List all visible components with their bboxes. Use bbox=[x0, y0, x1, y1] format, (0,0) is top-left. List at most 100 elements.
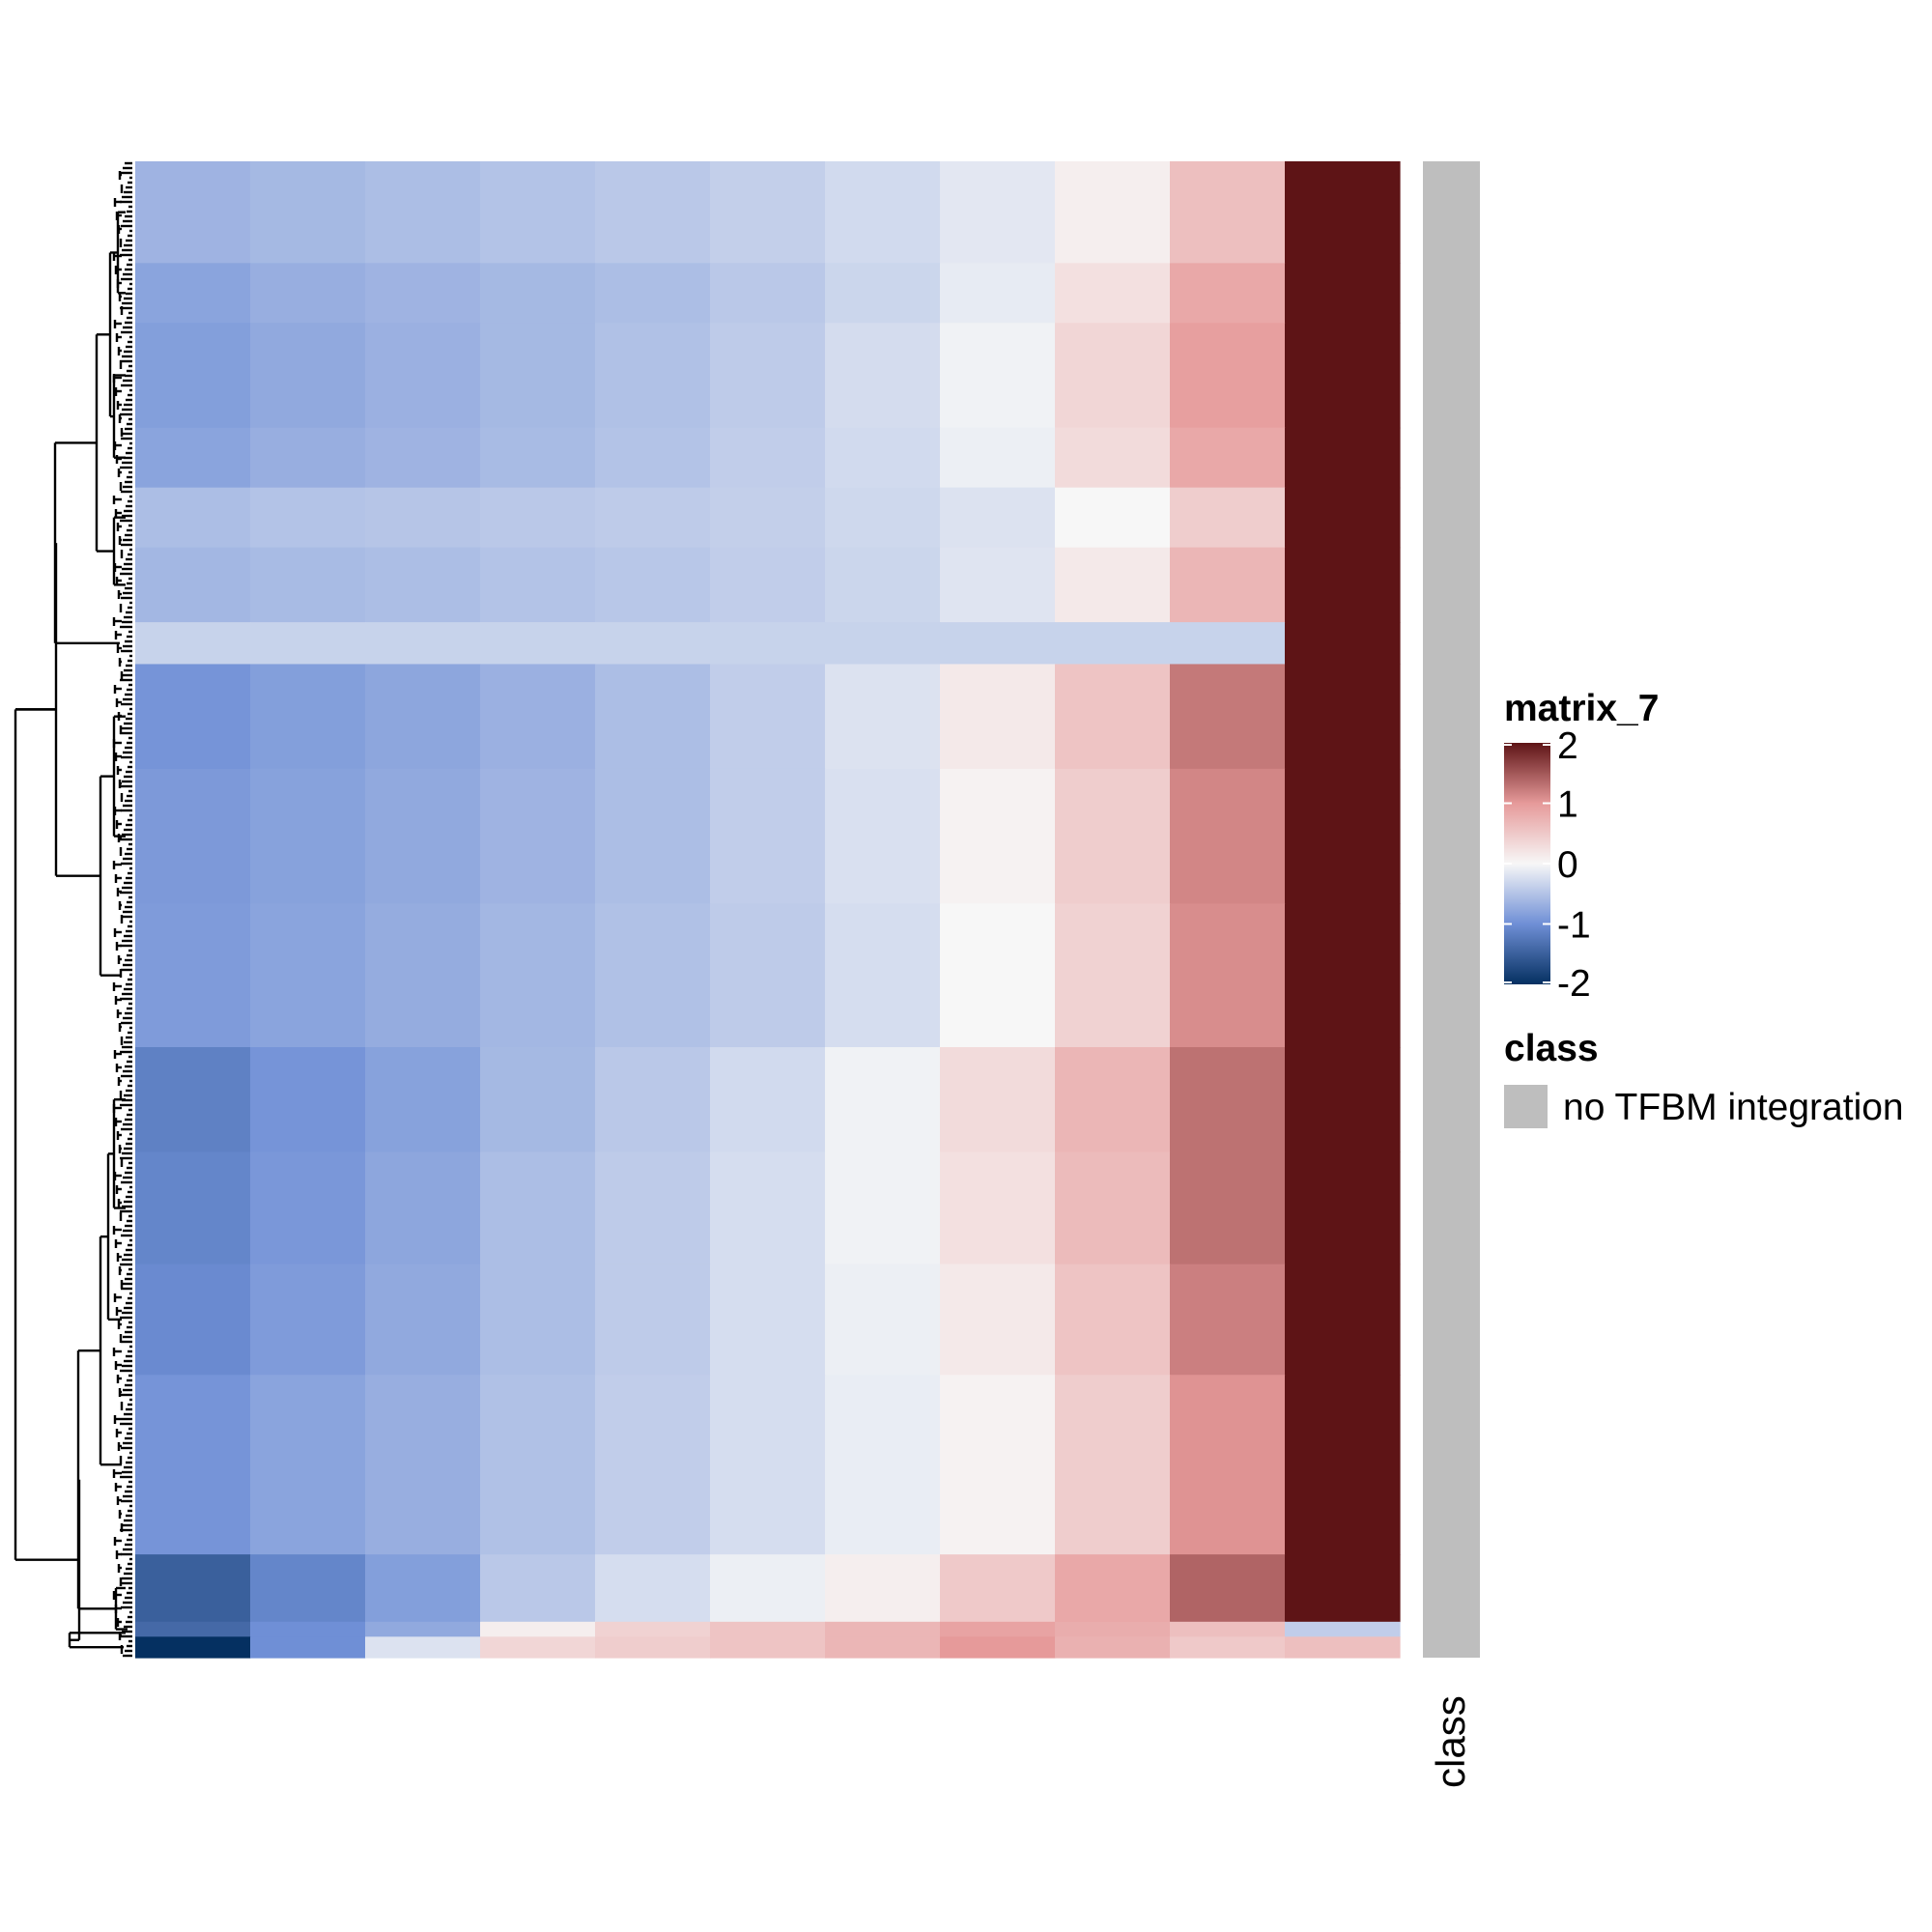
heatmap-cell-r15-c1 bbox=[250, 1621, 366, 1637]
heatmap-cell-r6-c9 bbox=[1170, 622, 1286, 666]
heatmap-cell-r9-c4 bbox=[595, 903, 711, 1048]
heatmap-cell-r9-c9 bbox=[1170, 903, 1286, 1048]
heatmap-cell-r6-c4 bbox=[595, 622, 711, 666]
heatmap-cell-r4-c5 bbox=[710, 487, 826, 549]
heatmap-cell-r14-c5 bbox=[710, 1554, 826, 1623]
heatmap-cell-r13-c2 bbox=[365, 1375, 481, 1555]
heatmap-cell-r4-c3 bbox=[480, 487, 596, 549]
heatmap-cell-r8-c10 bbox=[1285, 768, 1401, 904]
color-scale-legend: matrix_7 2 1 0 -1 -2 bbox=[1504, 688, 1659, 1005]
heatmap-cell-r15-c6 bbox=[825, 1621, 941, 1637]
heatmap-cell-r7-c3 bbox=[480, 664, 596, 770]
heatmap-cell-r16-c2 bbox=[365, 1636, 481, 1659]
heatmap-cell-r11-c8 bbox=[1055, 1151, 1171, 1265]
class-legend-title: class bbox=[1504, 1028, 1599, 1069]
heatmap-cell-r4-c9 bbox=[1170, 487, 1286, 549]
heatmap-cell-r6-c1 bbox=[250, 622, 366, 666]
heatmap-cell-r8-c8 bbox=[1055, 768, 1171, 904]
heatmap-cell-r10-c7 bbox=[940, 1047, 1056, 1153]
heatmap-cell-r8-c0 bbox=[135, 768, 251, 904]
heatmap-cell-r2-c8 bbox=[1055, 323, 1171, 429]
heatmap-cell-r16-c3 bbox=[480, 1636, 596, 1659]
heatmap-cell-r2-c2 bbox=[365, 323, 481, 429]
color-legend-title: matrix_7 bbox=[1504, 688, 1659, 729]
heatmap-cell-r0-c2 bbox=[365, 161, 481, 264]
heatmap-cell-r6-c0 bbox=[135, 622, 251, 666]
heatmap-cell-r4-c7 bbox=[940, 487, 1056, 549]
heatmap-cell-r11-c5 bbox=[710, 1151, 826, 1265]
heatmap-cell-r6-c5 bbox=[710, 622, 826, 666]
heatmap-cell-r14-c7 bbox=[940, 1554, 1056, 1623]
heatmap-cell-r16-c1 bbox=[250, 1636, 366, 1659]
heatmap-cell-r3-c6 bbox=[825, 427, 941, 489]
heatmap-cell-r5-c2 bbox=[365, 547, 481, 623]
heatmap-cell-r7-c7 bbox=[940, 664, 1056, 770]
heatmap-cell-r11-c4 bbox=[595, 1151, 711, 1265]
heatmap-cell-r9-c8 bbox=[1055, 903, 1171, 1048]
heatmap-cell-r15-c10 bbox=[1285, 1621, 1401, 1637]
heatmap-cell-r0-c5 bbox=[710, 161, 826, 264]
heatmap-cell-r4-c4 bbox=[595, 487, 711, 549]
heatmap-cell-r3-c4 bbox=[595, 427, 711, 489]
row-dendrogram bbox=[14, 161, 132, 1658]
heatmap-cell-r8-c6 bbox=[825, 768, 941, 904]
color-legend-tick-label: -2 bbox=[1557, 963, 1591, 1005]
heatmap-cell-r13-c8 bbox=[1055, 1375, 1171, 1555]
heatmap-cell-r2-c5 bbox=[710, 323, 826, 429]
heatmap-cell-r2-c6 bbox=[825, 323, 941, 429]
heatmap-cell-r13-c0 bbox=[135, 1375, 251, 1555]
heatmap-cell-r13-c3 bbox=[480, 1375, 596, 1555]
heatmap-cell-r16-c7 bbox=[940, 1636, 1056, 1659]
heatmap-cell-r1-c2 bbox=[365, 263, 481, 324]
heatmap-cell-r3-c8 bbox=[1055, 427, 1171, 489]
heatmap-cell-r6-c10 bbox=[1285, 622, 1401, 666]
heatmap-cell-r8-c5 bbox=[710, 768, 826, 904]
heatmap-cell-r7-c8 bbox=[1055, 664, 1171, 770]
class-annotation-bar bbox=[1423, 161, 1480, 1658]
heatmap-cell-r15-c3 bbox=[480, 1621, 596, 1637]
heatmap-cell-r5-c4 bbox=[595, 547, 711, 623]
heatmap-cell-r8-c3 bbox=[480, 768, 596, 904]
heatmap-cell-r12-c1 bbox=[250, 1264, 366, 1376]
heatmap-cell-r16-c10 bbox=[1285, 1636, 1401, 1659]
heatmap-cell-r0-c6 bbox=[825, 161, 941, 264]
heatmap-cell-r13-c4 bbox=[595, 1375, 711, 1555]
heatmap-cell-r4-c2 bbox=[365, 487, 481, 549]
heatmap-cell-r0-c4 bbox=[595, 161, 711, 264]
heatmap-cell-r2-c4 bbox=[595, 323, 711, 429]
heatmap-cell-r13-c6 bbox=[825, 1375, 941, 1555]
heatmap-cell-r2-c9 bbox=[1170, 323, 1286, 429]
heatmap-cell-r0-c10 bbox=[1285, 161, 1401, 264]
heatmap-cell-r2-c3 bbox=[480, 323, 596, 429]
heatmap-cell-r10-c2 bbox=[365, 1047, 481, 1153]
heatmap-cell-r9-c2 bbox=[365, 903, 481, 1048]
heatmap-cell-r16-c4 bbox=[595, 1636, 711, 1659]
heatmap-cell-r1-c9 bbox=[1170, 263, 1286, 324]
heatmap-cell-r12-c5 bbox=[710, 1264, 826, 1376]
heatmap-cell-r9-c0 bbox=[135, 903, 251, 1048]
heatmap-cell-r11-c1 bbox=[250, 1151, 366, 1265]
heatmap-cell-r12-c2 bbox=[365, 1264, 481, 1376]
heatmap-cell-r12-c7 bbox=[940, 1264, 1056, 1376]
heatmap-cell-r6-c6 bbox=[825, 622, 941, 666]
heatmap-cell-r7-c5 bbox=[710, 664, 826, 770]
heatmap-cell-r11-c7 bbox=[940, 1151, 1056, 1265]
heatmap-cell-r0-c0 bbox=[135, 161, 251, 264]
heatmap-cell-r15-c4 bbox=[595, 1621, 711, 1637]
heatmap-cell-r9-c10 bbox=[1285, 903, 1401, 1048]
heatmap-cell-r4-c10 bbox=[1285, 487, 1401, 549]
color-legend-tick-label: 0 bbox=[1557, 844, 1578, 886]
color-legend-tick-label: 2 bbox=[1557, 725, 1578, 767]
heatmap-cell-r15-c8 bbox=[1055, 1621, 1171, 1637]
heatmap-cell-r0-c3 bbox=[480, 161, 596, 264]
class-legend-label: no TFBM integration bbox=[1563, 1087, 1904, 1128]
heatmap-cell-r3-c3 bbox=[480, 427, 596, 489]
heatmap-cell-r1-c1 bbox=[250, 263, 366, 324]
heatmap-cell-r14-c6 bbox=[825, 1554, 941, 1623]
heatmap-cell-r7-c10 bbox=[1285, 664, 1401, 770]
heatmap-cell-r6-c2 bbox=[365, 622, 481, 666]
heatmap-cell-r14-c0 bbox=[135, 1554, 251, 1623]
heatmap-body bbox=[135, 161, 1401, 1659]
heatmap-cell-r15-c5 bbox=[710, 1621, 826, 1637]
heatmap-cell-r10-c5 bbox=[710, 1047, 826, 1153]
